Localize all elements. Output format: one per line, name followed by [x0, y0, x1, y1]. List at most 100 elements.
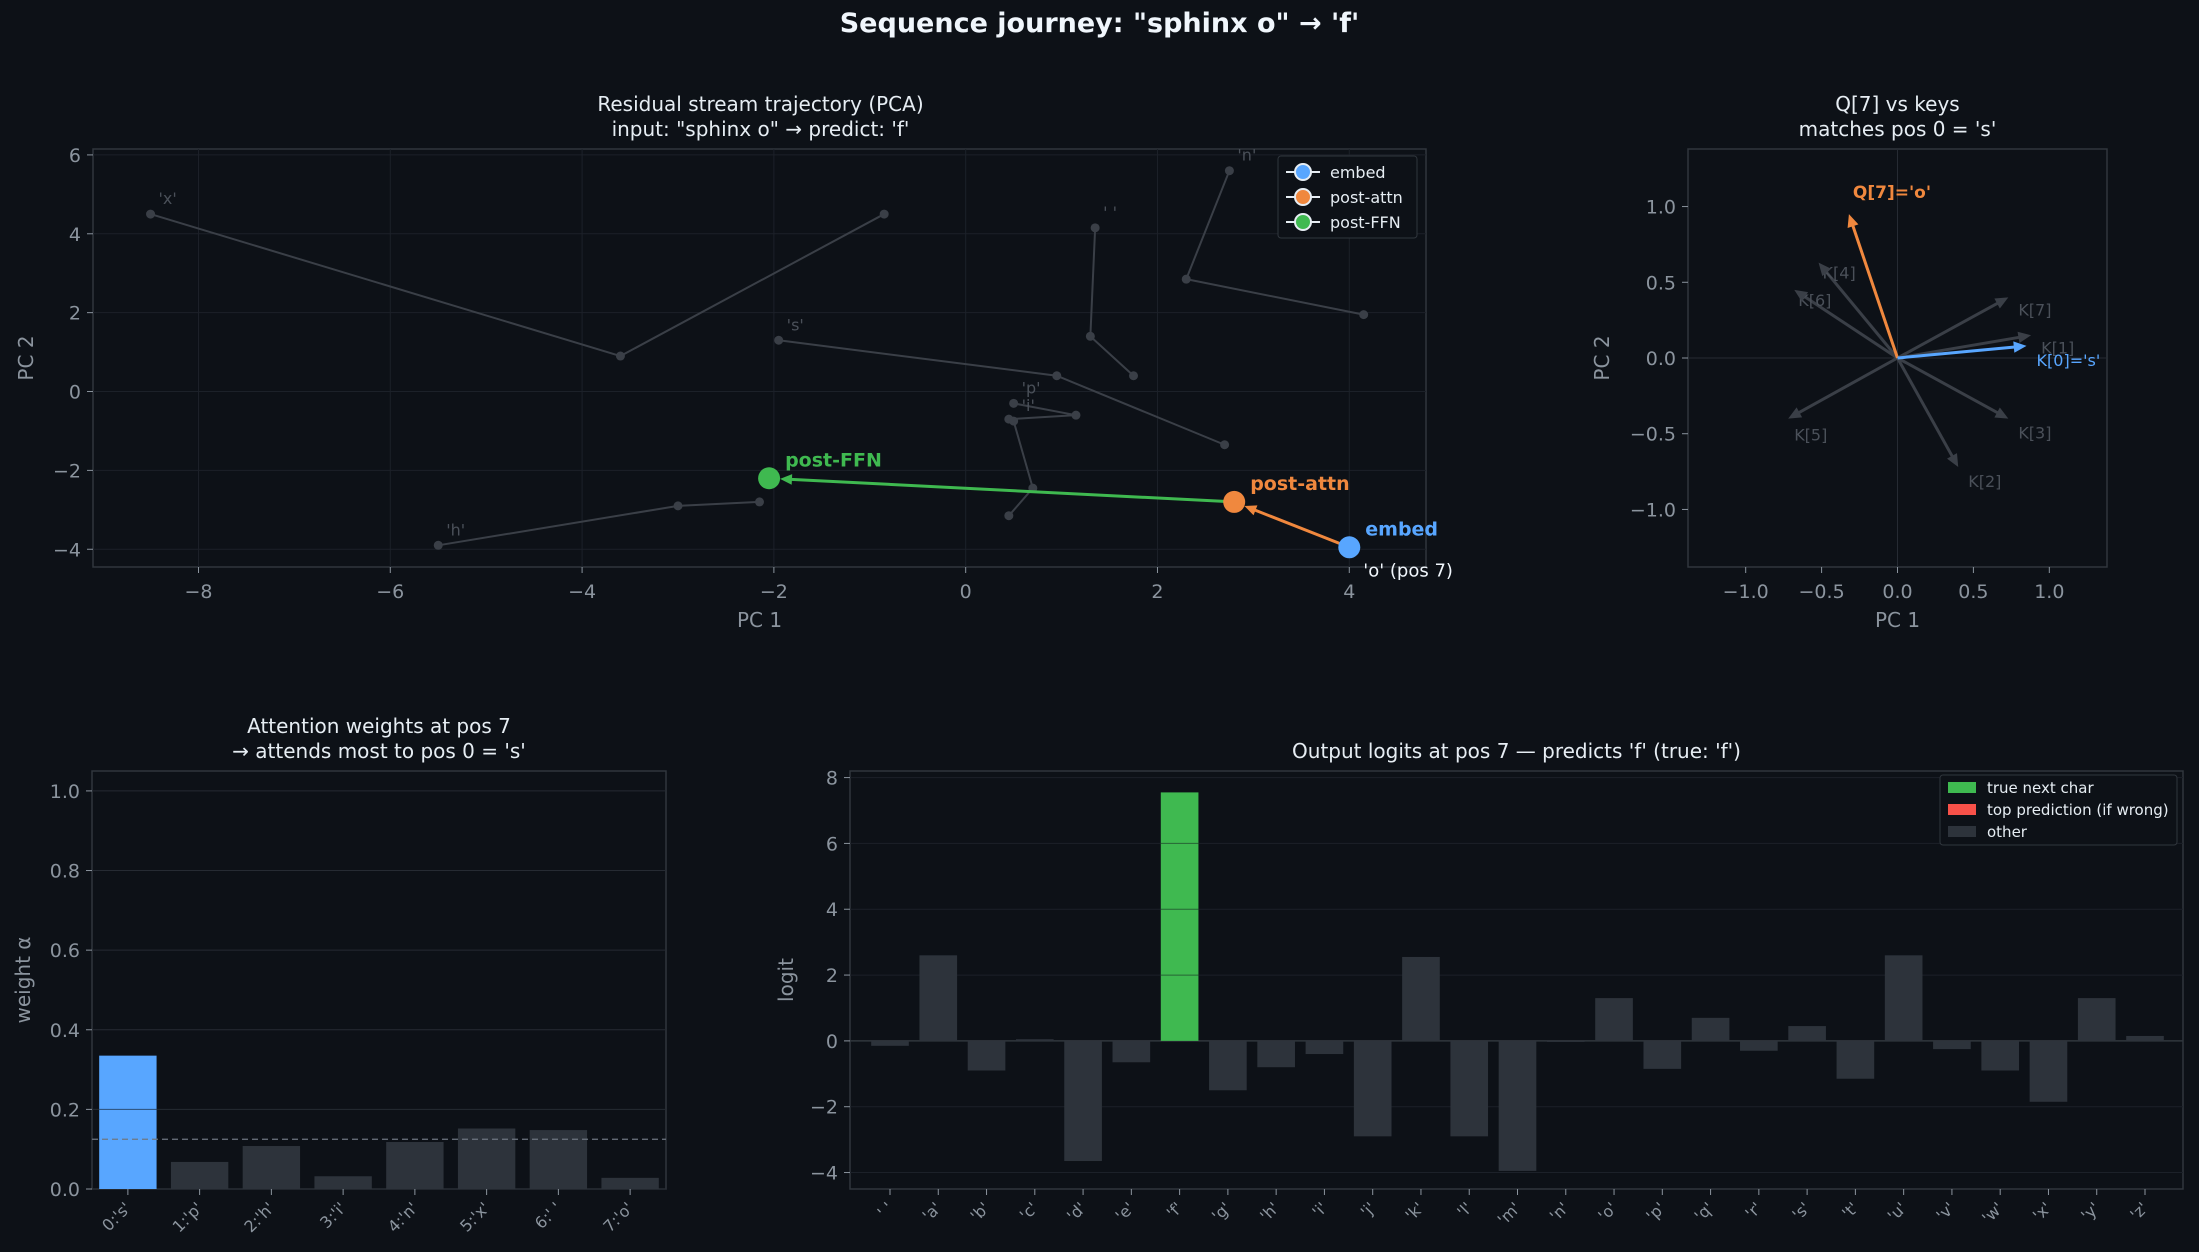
trajectory-point-label: post-FFN	[785, 449, 882, 471]
logits-legend	[1939, 774, 2178, 846]
track-label: 'n'	[1237, 146, 1256, 165]
y-tick-label: −0.5	[1630, 424, 1676, 446]
track-label: 'x'	[159, 189, 177, 208]
logits-title: Output logits at pos 7 — predicts 'f' (t…	[1292, 739, 1741, 763]
legend-label: other	[1987, 823, 2028, 841]
track-point	[1052, 371, 1062, 381]
track-point	[1129, 371, 1139, 381]
track-point	[1090, 223, 1100, 233]
track-point	[433, 540, 443, 550]
vector-arrowhead	[1788, 407, 1803, 419]
x-tick-label: 6:' '	[531, 1198, 565, 1232]
trajectory-arrow	[1249, 506, 1350, 549]
x-tick-label: 'j'	[1357, 1198, 1380, 1221]
track-point	[1224, 166, 1234, 176]
y-tick-label: 0	[69, 382, 81, 404]
track-point	[774, 335, 784, 345]
vector-shaft	[1800, 293, 1899, 360]
x-axis-label: PC 1	[1875, 608, 1920, 632]
x-tick-label: −4	[568, 581, 596, 603]
vector-label: K[1]	[2041, 338, 2074, 357]
trajectory-panel: −8 −6 −4 −2 0 2 4 −4 −2 0 2 4 6 PC 1 PC 2 'x' 'h' 'n' ' ' '…	[14, 92, 1453, 632]
y-tick-label: 2	[69, 303, 81, 325]
logit-bar	[1788, 1026, 1826, 1041]
track-point	[1181, 274, 1191, 284]
legend-marker	[1294, 163, 1312, 181]
logit-bar	[1498, 1040, 1537, 1171]
logit-bar	[2029, 1040, 2068, 1102]
track-point	[1071, 410, 1081, 420]
track-point	[1009, 398, 1019, 408]
track-point	[673, 501, 683, 511]
x-tick-label: 'l'	[1453, 1198, 1476, 1221]
legend-label: post-attn	[1330, 188, 1403, 207]
track-point	[879, 209, 889, 219]
x-axis-label: PC 1	[737, 608, 782, 632]
x-tick-label: −6	[376, 581, 404, 603]
legend-label: top prediction (if wrong)	[1987, 801, 2169, 819]
track-label: 's'	[787, 315, 804, 334]
vector-shaft	[1795, 356, 1899, 416]
track-point	[1359, 310, 1369, 320]
y-tick-label: 6	[69, 145, 81, 167]
x-tick-label: 0:'s'	[98, 1198, 135, 1235]
x-tick-label: 'v'	[1932, 1198, 1958, 1224]
vector-label: K[7]	[2018, 300, 2051, 319]
y-tick-label: 0.0	[50, 1179, 80, 1201]
trajectory-plot-area	[92, 148, 1427, 568]
y-tick-label: 1.0	[1646, 197, 1676, 219]
x-tick-label: 7:'o'	[599, 1198, 637, 1236]
qk-panel: −1.0 −0.5 0.0 0.5 1.0 −1.0 −0.5 0.0 0.5 1.0 PC 1 PC…	[1590, 92, 2108, 632]
y-tick-label: 0	[826, 1031, 838, 1053]
logit-bar	[1981, 1040, 2020, 1071]
vector-arrowhead	[1947, 453, 1959, 468]
x-tick-label: 'g'	[1208, 1198, 1235, 1225]
logit-bar	[1305, 1040, 1344, 1055]
x-tick-label: 5:'x'	[456, 1198, 493, 1235]
trajectory-arrowhead	[780, 474, 793, 485]
x-tick-label: 'i'	[1308, 1198, 1331, 1221]
attention-bar	[242, 1146, 301, 1189]
y-tick-label: −2	[53, 460, 81, 482]
track-point	[1009, 416, 1019, 426]
y-tick-label: 0.4	[50, 1020, 80, 1042]
x-tick-label: 2:'h'	[240, 1198, 278, 1236]
vector-shaft	[1823, 268, 1899, 359]
logit-bar	[1643, 1040, 1682, 1069]
logits-panel: −4 −2 0 2 4 6 8 logit ' ' 'a' 'b' 'c' 'd' 'e' 'f' 'g' 'h…	[774, 739, 2184, 1229]
legend-marker	[1294, 188, 1312, 206]
vector-shaft	[1897, 345, 2018, 360]
x-tick-label: 'x'	[2029, 1198, 2055, 1224]
x-tick-label: 'p'	[1642, 1198, 1669, 1225]
y-tick-label: −4	[53, 539, 81, 561]
x-tick-label: −1.0	[1723, 581, 1769, 603]
y-tick-label: 4	[826, 899, 838, 921]
logit-bar	[1450, 1040, 1489, 1137]
x-tick-label: 4	[1343, 581, 1355, 603]
y-tick-label: 1.0	[50, 781, 80, 803]
y-axis-label: logit	[774, 958, 798, 1002]
track-point	[1220, 440, 1230, 450]
vector-label: K[4]	[1823, 264, 1856, 283]
x-tick-label: 'k'	[1402, 1198, 1428, 1224]
x-tick-label: 'd'	[1063, 1198, 1090, 1225]
x-tick-label: 0.0	[1882, 581, 1912, 603]
attention-bar	[601, 1177, 659, 1189]
vector-label: K[5]	[1794, 426, 1827, 445]
attention-plot-area	[91, 770, 667, 1190]
track-label: 'h'	[446, 520, 465, 539]
logit-bar	[871, 1040, 909, 1046]
trajectory-subtitle: input: "sphinx o" → predict: 'f'	[612, 117, 910, 141]
attention-bar	[529, 1130, 588, 1189]
qk-subtitle: matches pos 0 = 's'	[1799, 117, 1997, 141]
y-tick-label: 0.8	[50, 861, 80, 883]
track-label: ' '	[1103, 203, 1117, 222]
legend-marker	[1294, 213, 1312, 231]
x-tick-label: 'e'	[1112, 1198, 1139, 1225]
logit-bar	[1353, 1040, 1392, 1137]
trajectory-point-post-FFN	[758, 467, 781, 490]
logit-bar	[919, 955, 958, 1041]
logit-bar	[1884, 955, 1923, 1041]
logit-bar	[2077, 998, 2116, 1041]
legend-label: true next char	[1987, 779, 2094, 797]
